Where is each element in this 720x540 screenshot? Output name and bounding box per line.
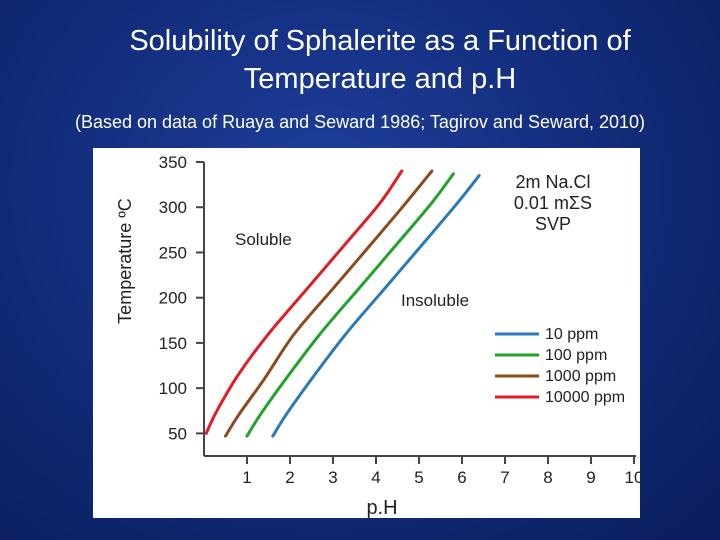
y-tick-label: 150 xyxy=(159,334,187,353)
y-tick-label: 100 xyxy=(159,379,187,398)
x-tick-label: 8 xyxy=(543,468,552,487)
series-line-100-ppm xyxy=(245,172,455,438)
x-tick-label: 5 xyxy=(414,468,423,487)
x-tick-label: 9 xyxy=(586,468,595,487)
y-tick-label: 350 xyxy=(159,153,187,172)
chart-legend: 10 ppm 100 ppm 1000 ppm 10000 ppm xyxy=(495,326,625,406)
soluble-label: Soluble xyxy=(235,230,292,249)
slide-title-line-2: Temperature and p.H xyxy=(243,63,517,95)
chart-panel: 50 100 150 200 250 300 350 1 2 3 4 5 6 7 8 9 10 p.H Temper… xyxy=(93,148,640,518)
y-tick-label: 250 xyxy=(159,243,187,262)
legend-label: 1000 ppm xyxy=(545,368,616,385)
series-line-10000-ppm xyxy=(204,169,404,435)
conditions-label: SVP xyxy=(535,214,571,234)
x-tick-label: 2 xyxy=(285,468,294,487)
y-tick-label: 300 xyxy=(159,198,187,217)
conditions-label: 2m Na.Cl xyxy=(515,172,590,192)
x-tick-label: 3 xyxy=(328,468,337,487)
series-line-1000-ppm xyxy=(224,169,434,438)
x-tick-label: 7 xyxy=(500,468,509,487)
x-tick-label: 1 xyxy=(242,468,251,487)
chart-series xyxy=(204,169,481,438)
y-tick-label: 50 xyxy=(168,424,187,443)
slide-title-line-1: Solubility of Sphalerite as a Function o… xyxy=(129,25,631,57)
legend-label: 100 ppm xyxy=(545,347,607,364)
legend-label: 10 ppm xyxy=(545,326,598,343)
slide-subtitle: (Based on data of Ruaya and Seward 1986;… xyxy=(74,112,646,132)
y-tick-label: 200 xyxy=(159,289,187,308)
y-axis-title: Temperature ºC xyxy=(115,198,135,324)
slide-title: Solubility of Sphalerite as a Function o… xyxy=(60,22,700,98)
x-axis-title: p.H xyxy=(366,497,397,518)
x-tick-label: 6 xyxy=(457,468,466,487)
conditions-label: 0.01 mΣS xyxy=(514,193,592,213)
insoluble-label: Insoluble xyxy=(401,291,469,310)
chart-axes: 50 100 150 200 250 300 350 1 2 3 4 5 6 7 8 9 10 p.H Temper… xyxy=(115,153,640,518)
x-tick-label: 10 xyxy=(625,468,640,487)
legend-label: 10000 ppm xyxy=(545,389,625,406)
x-tick-label: 4 xyxy=(371,468,380,487)
series-line-10-ppm xyxy=(271,174,481,438)
solubility-chart: 50 100 150 200 250 300 350 1 2 3 4 5 6 7 8 9 10 p.H Temper… xyxy=(115,153,640,518)
